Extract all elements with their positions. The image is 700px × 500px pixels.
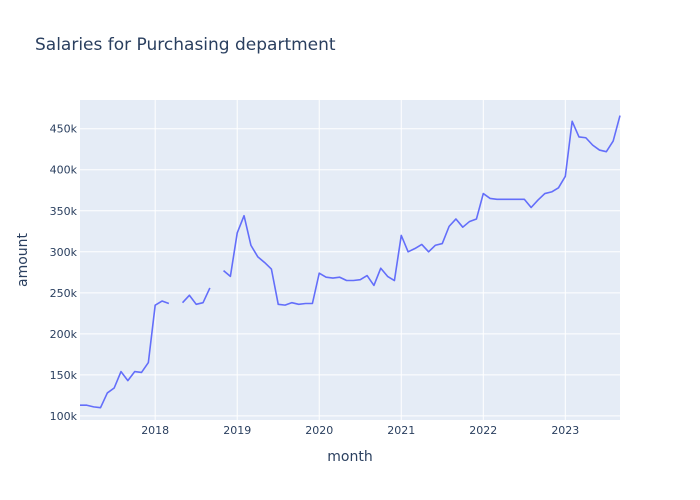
y-tick-label: 200k xyxy=(50,328,78,341)
x-tick-label: 2019 xyxy=(223,424,251,437)
y-axis-ticks: 100k 150k 200k 250k 300k 350k 400k 450k xyxy=(50,123,78,423)
y-tick-label: 150k xyxy=(50,369,78,382)
y-tick-label: 250k xyxy=(50,287,78,300)
x-axis-title: month xyxy=(327,449,372,465)
chart-title: Salaries for Purchasing department xyxy=(35,35,336,55)
y-tick-label: 300k xyxy=(50,246,78,259)
y-gridlines xyxy=(80,128,620,417)
y-tick-label: 100k xyxy=(50,410,78,423)
x-tick-label: 2021 xyxy=(387,424,415,437)
y-tick-label: 450k xyxy=(50,123,78,136)
x-tick-label: 2020 xyxy=(305,424,333,437)
y-axis-title: amount xyxy=(15,232,31,287)
series-line xyxy=(80,115,621,409)
y-tick-label: 350k xyxy=(50,205,78,218)
plot-area xyxy=(80,100,620,420)
x-tick-label: 2022 xyxy=(469,424,497,437)
x-tick-label: 2023 xyxy=(551,424,579,437)
series-layer xyxy=(80,115,621,409)
x-gridlines xyxy=(154,100,566,420)
y-tick-label: 400k xyxy=(50,164,78,177)
x-tick-label: 2018 xyxy=(141,424,169,437)
x-axis-ticks: 2018 2019 2020 2021 2022 2023 xyxy=(141,424,579,437)
